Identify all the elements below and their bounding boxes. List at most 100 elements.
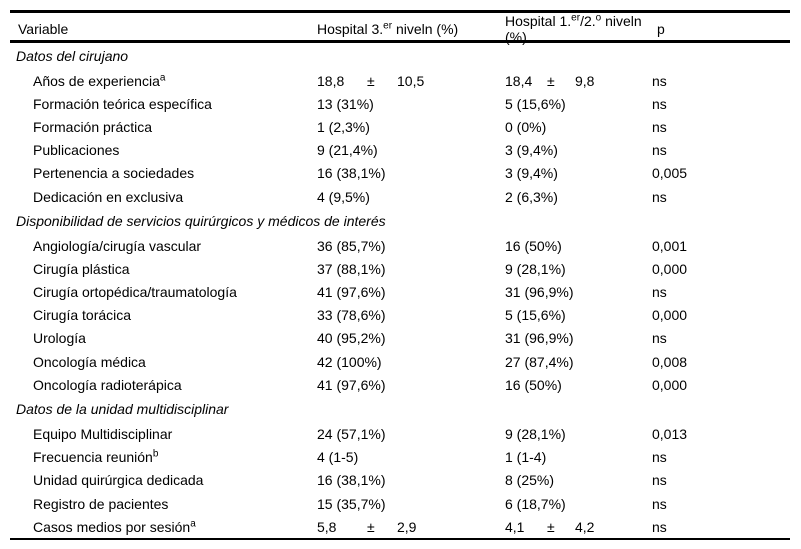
row-label: Casos medios por sesióna (33, 518, 196, 535)
section-title: Datos del cirujano (16, 48, 129, 64)
p-value: ns (652, 142, 667, 159)
mean-value: 18,4 (505, 72, 533, 89)
column-header-hospital-3rd-level: Hospital 3.er niveln (%) (317, 20, 459, 37)
value-cell: 4 (9,5%) (317, 188, 370, 205)
value-cell: 36 (85,7%) (317, 237, 386, 254)
plus-minus-sign: ± (367, 72, 375, 89)
table-header-row: Variable Hospital 3.er niveln (%) Hospit… (10, 13, 790, 45)
value-cell: 3 (9,4%) (505, 142, 558, 159)
value-cell: 16 (38,1%) (317, 165, 386, 182)
table-row: Urología 40 (95,2%) 31 (96,9%) ns (10, 327, 790, 350)
results-table: Variable Hospital 3.er niveln (%) Hospit… (10, 10, 790, 541)
table-row: Formación teórica específica 13 (31%) 5 (1… (10, 92, 790, 115)
p-value: 0,000 (652, 376, 688, 393)
value-cell: 4,1 ±4,2 (505, 519, 652, 535)
row-label: Unidad quirúrgica dedicada (33, 472, 204, 489)
value-cell: 1 (2,3%) (317, 118, 370, 135)
p-value: 0,008 (652, 353, 688, 370)
p-value: ns (652, 188, 667, 205)
value-cell: 33 (78,6%) (317, 307, 386, 324)
value-cell: 31 (96,9%) (505, 284, 574, 301)
row-label: Formación práctica (33, 118, 153, 135)
sd-value: 10,5 (397, 72, 425, 89)
value-cell: 2 (6,3%) (505, 188, 558, 205)
row-label: Urología (33, 330, 86, 347)
p-value: ns (652, 330, 667, 347)
row-label: Equipo Multidisciplinar (33, 426, 173, 443)
value-cell: 40 (95,2%) (317, 330, 386, 347)
value-cell: 13 (31%) (317, 95, 374, 112)
column-header-variable: Variable (10, 21, 317, 37)
mean-value: 4,1 (505, 518, 525, 535)
value-cell: 5,8 ±2,9 (317, 519, 505, 535)
sd-value: 9,8 (575, 72, 595, 89)
table-row: Frecuencia reuniónb 4 (1-5) 1 (1-4) ns (10, 446, 790, 469)
table-row: Dedicación en exclusiva 4 (9,5%) 2 (6,3%) n… (10, 185, 790, 208)
column-header-variable-label: Variable (18, 21, 69, 37)
p-value-header-label: p (657, 21, 665, 37)
value-cell: 9 (28,1%) (505, 260, 566, 277)
p-value: ns (652, 118, 667, 135)
p-value: ns (652, 472, 667, 489)
table-row: Oncología radioterápica 41 (97,6%) 16 (50%… (10, 373, 790, 396)
table-row: Publicaciones 9 (21,4%) 3 (9,4%) ns (10, 139, 790, 162)
section-header-row: Disponibilidad de servicios quirúrgicos … (10, 208, 790, 234)
value-cell: 9 (21,4%) (317, 142, 378, 159)
table-row: Cirugía plástica 37 (88,1%) 9 (28,1%) 0,000 (10, 257, 790, 280)
value-cell: 18,4 ±9,8 (505, 73, 652, 89)
value-cell: 37 (88,1%) (317, 260, 386, 277)
table-row: Registro de pacientes 15 (35,7%) 6 (18,7%)… (10, 492, 790, 515)
row-label: Registro de pacientes (33, 495, 169, 512)
row-label: Cirugía plástica (33, 260, 130, 277)
p-value: ns (652, 72, 667, 89)
p-value: ns (652, 449, 667, 466)
sd-value: 2,9 (397, 518, 417, 535)
sd-value: 4,2 (575, 518, 595, 535)
plus-minus-sign: ± (547, 518, 555, 535)
value-cell: 41 (97,6%) (317, 376, 386, 393)
section-header-row: Datos del cirujano (10, 43, 790, 69)
p-value: ns (652, 95, 667, 112)
value-cell: 42 (100%) (317, 353, 382, 370)
table-row: Angiología/cirugía vascular 36 (85,7%) 16 … (10, 234, 790, 257)
table-row: Oncología médica 42 (100%) 27 (87,4%) 0,008 (10, 350, 790, 373)
p-value: 0,005 (652, 165, 688, 182)
value-cell: 6 (18,7%) (505, 495, 566, 512)
p-value: ns (652, 495, 667, 512)
row-label: Dedicación en exclusiva (33, 188, 184, 205)
plus-minus-sign: ± (547, 72, 555, 89)
mean-value: 5,8 (317, 518, 337, 535)
value-cell: 9 (28,1%) (505, 426, 566, 443)
value-cell: 5 (15,6%) (505, 307, 566, 324)
row-label: Años de experienciaa (33, 71, 166, 89)
value-cell: 0 (0%) (505, 118, 547, 135)
value-cell: 15 (35,7%) (317, 495, 386, 512)
value-cell: 41 (97,6%) (317, 284, 386, 301)
table-row: Cirugía torácica 33 (78,6%) 5 (15,6%) 0,000 (10, 304, 790, 327)
table-row: Cirugía ortopédica/traumatología 41 (97,6… (10, 281, 790, 304)
p-value: ns (652, 284, 667, 301)
section-header-row: Datos de la unidad multidisciplinar (10, 396, 790, 422)
column-header-p-value: p (652, 21, 790, 37)
table-row: Casos medios por sesióna 5,8 ±2,9 4,1 ±4,2 ns (10, 515, 790, 538)
value-cell: 4 (1-5) (317, 449, 359, 466)
section-title: Disponibilidad de servicios quirúrgicos … (16, 213, 386, 230)
value-cell: 18,8 ±10,5 (317, 73, 505, 89)
row-label: Angiología/cirugía vascular (33, 237, 202, 254)
row-label: Frecuencia reuniónb (33, 448, 159, 466)
table-body: Datos del cirujano Años de experienciaa 18… (10, 43, 790, 538)
table-row: Años de experienciaa 18,8 ±10,5 18,4 ±9,8 ns (10, 69, 790, 92)
row-label: Oncología radioterápica (33, 376, 182, 393)
p-value: 0,000 (652, 307, 688, 324)
value-cell: 31 (96,9%) (505, 330, 574, 347)
footnote-marker: a (190, 518, 196, 530)
row-label: Formación teórica específica (33, 95, 212, 112)
value-cell: 5 (15,6%) (505, 95, 566, 112)
row-label: Oncología médica (33, 353, 146, 370)
p-value: 0,000 (652, 260, 688, 277)
p-value: 0,001 (652, 237, 688, 254)
table-row: Pertenencia a sociedades 16 (38,1%) 3 (9,4… (10, 162, 790, 185)
value-cell: 24 (57,1%) (317, 426, 386, 443)
footnote-marker: b (152, 448, 159, 460)
section-title: Datos de la unidad multidisciplinar (16, 401, 229, 418)
